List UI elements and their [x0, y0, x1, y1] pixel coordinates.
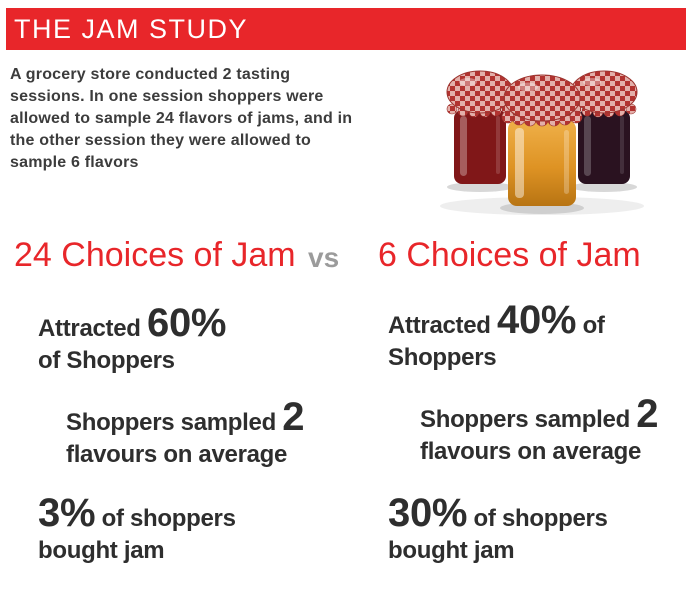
- stat-text: flavours on average: [420, 438, 642, 466]
- left-stat-bought: 3% of shoppers bought jam: [38, 490, 236, 566]
- stat-text: of shoppers: [467, 505, 608, 532]
- right-column-heading: 6 Choices of Jam: [378, 236, 641, 275]
- intro-text: A grocery store conducted 2 tasting sess…: [10, 66, 353, 172]
- jar-middle: [501, 74, 583, 206]
- stat-text: of shoppers: [95, 505, 236, 532]
- stat-text: bought jam: [38, 537, 165, 565]
- left-heading-text: 24 Choices of Jam: [14, 236, 296, 274]
- stat-text: of Shoppers: [38, 347, 175, 375]
- left-column-heading: 24 Choices of Jam: [14, 236, 296, 275]
- stat-text: of: [576, 312, 605, 339]
- right-stat-bought: 30% of shoppers bought jam: [388, 490, 608, 566]
- jar-right: [570, 70, 638, 184]
- jam-jars-image: [420, 56, 670, 221]
- jam-jars-illustration: [440, 70, 644, 215]
- vs-label: vs: [308, 242, 340, 273]
- page-title: THE JAM STUDY: [14, 13, 249, 44]
- stat-text: Attracted: [388, 312, 498, 339]
- stat-text: bought jam: [388, 537, 515, 565]
- stat-text: Shoppers: [388, 344, 497, 372]
- left-stat-attracted: Attracted 60% of Shoppers: [38, 300, 227, 376]
- stat-big-number: 60%: [147, 301, 227, 345]
- stat-big-number: 3%: [38, 491, 96, 535]
- stat-big-number: 40%: [497, 298, 577, 342]
- stat-text: Shoppers sampled: [420, 406, 637, 433]
- right-stat-sampled: Shoppers sampled 2 flavours on average: [420, 391, 659, 467]
- stat-text: Shoppers sampled: [66, 409, 283, 436]
- left-stat-sampled: Shoppers sampled 2 flavours on average: [66, 394, 305, 470]
- header-bar: THE JAM STUDY: [6, 8, 686, 50]
- stat-big-number: 2: [636, 392, 659, 436]
- stat-big-number: 2: [282, 395, 305, 439]
- jar-left: [446, 70, 514, 184]
- right-stat-attracted: Attracted 40% of Shoppers: [388, 297, 605, 373]
- stat-text: flavours on average: [66, 441, 288, 469]
- stat-big-number: 30%: [388, 491, 468, 535]
- stat-text: Attracted: [38, 315, 148, 342]
- right-heading-text: 6 Choices of Jam: [378, 236, 641, 274]
